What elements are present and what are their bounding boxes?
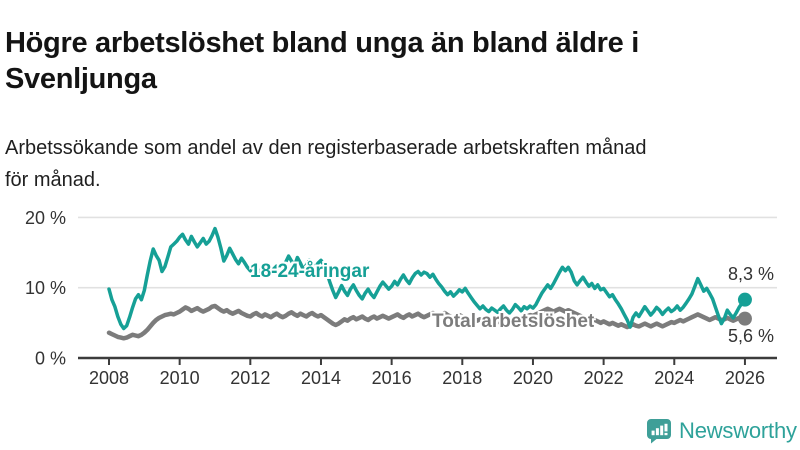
series-label-total: Total arbetslöshet (432, 311, 595, 332)
newsworthy-logo[interactable]: Newsworthy (646, 417, 797, 444)
end-value-18-24: 8,3 % (727, 264, 774, 284)
svg-text:2020: 2020 (513, 368, 553, 388)
svg-text:2016: 2016 (372, 368, 412, 388)
svg-text:20 %: 20 % (25, 208, 66, 228)
svg-text:10 %: 10 % (25, 278, 66, 298)
newsworthy-chart-bubble-icon (646, 418, 672, 444)
svg-text:2012: 2012 (230, 368, 270, 388)
newsworthy-logo-text: Newsworthy (679, 417, 797, 443)
svg-text:2026: 2026 (725, 368, 765, 388)
svg-text:2014: 2014 (301, 368, 341, 388)
page-title: Högre arbetslöshet bland unga än bland ä… (5, 27, 639, 96)
svg-text:2022: 2022 (584, 368, 624, 388)
svg-text:2008: 2008 (89, 368, 129, 388)
series-label-18-24: 18-24-åringar (250, 261, 370, 282)
svg-text:2024: 2024 (654, 368, 694, 388)
svg-text:0 %: 0 % (35, 349, 66, 369)
svg-text:2010: 2010 (160, 368, 200, 388)
end-value-total: 5,6 % (727, 326, 774, 346)
svg-text:2018: 2018 (442, 368, 482, 388)
chart-subtitle: Arbetssökande som andel av den registerb… (5, 137, 647, 191)
